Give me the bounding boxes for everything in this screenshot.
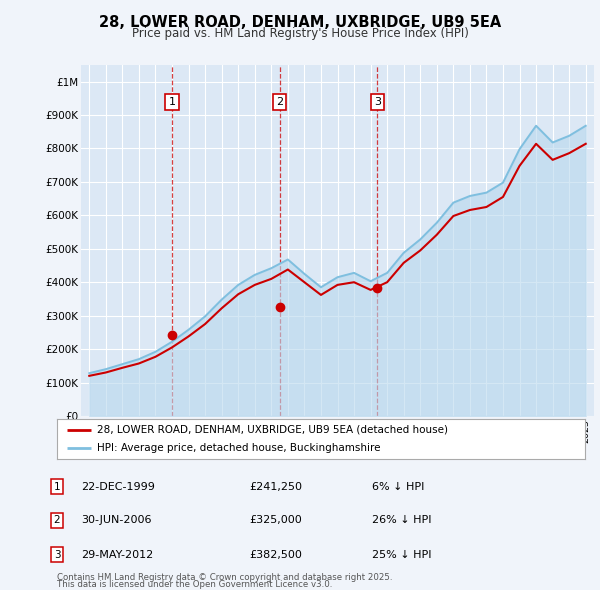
Text: 2: 2 [53, 516, 61, 525]
Text: 28, LOWER ROAD, DENHAM, UXBRIDGE, UB9 5EA (detached house): 28, LOWER ROAD, DENHAM, UXBRIDGE, UB9 5E… [97, 425, 448, 435]
Text: 3: 3 [374, 97, 381, 107]
Text: £382,500: £382,500 [249, 550, 302, 559]
Text: 3: 3 [53, 550, 61, 559]
Text: 6% ↓ HPI: 6% ↓ HPI [372, 482, 424, 491]
Text: 22-DEC-1999: 22-DEC-1999 [81, 482, 155, 491]
Text: £241,250: £241,250 [249, 482, 302, 491]
Text: 25% ↓ HPI: 25% ↓ HPI [372, 550, 431, 559]
Text: This data is licensed under the Open Government Licence v3.0.: This data is licensed under the Open Gov… [57, 580, 332, 589]
Text: 1: 1 [53, 482, 61, 491]
Text: 30-JUN-2006: 30-JUN-2006 [81, 516, 151, 525]
Text: 2: 2 [276, 97, 283, 107]
Text: 28, LOWER ROAD, DENHAM, UXBRIDGE, UB9 5EA: 28, LOWER ROAD, DENHAM, UXBRIDGE, UB9 5E… [99, 15, 501, 30]
Text: 1: 1 [169, 97, 176, 107]
Text: Price paid vs. HM Land Registry's House Price Index (HPI): Price paid vs. HM Land Registry's House … [131, 27, 469, 40]
Text: Contains HM Land Registry data © Crown copyright and database right 2025.: Contains HM Land Registry data © Crown c… [57, 573, 392, 582]
Text: £325,000: £325,000 [249, 516, 302, 525]
Text: 26% ↓ HPI: 26% ↓ HPI [372, 516, 431, 525]
Text: HPI: Average price, detached house, Buckinghamshire: HPI: Average price, detached house, Buck… [97, 443, 380, 453]
Text: 29-MAY-2012: 29-MAY-2012 [81, 550, 153, 559]
